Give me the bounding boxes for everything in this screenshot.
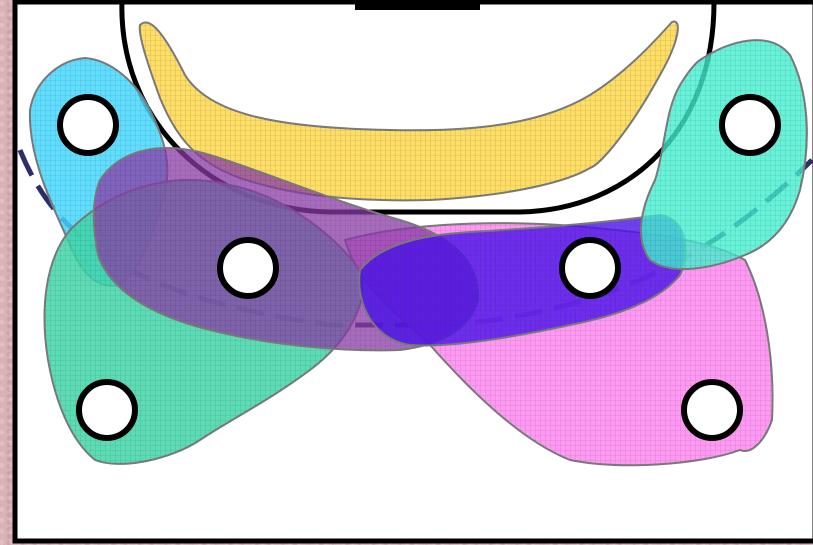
marker-bottom-left xyxy=(76,379,138,441)
top-bar xyxy=(355,0,480,10)
marker-top-right xyxy=(719,94,781,156)
region-teal xyxy=(639,39,808,270)
marker-mid-left xyxy=(217,237,279,299)
marker-bottom-right xyxy=(681,379,743,441)
marker-mid-right xyxy=(559,237,621,299)
marker-top-left xyxy=(57,94,119,156)
markers xyxy=(57,94,781,441)
